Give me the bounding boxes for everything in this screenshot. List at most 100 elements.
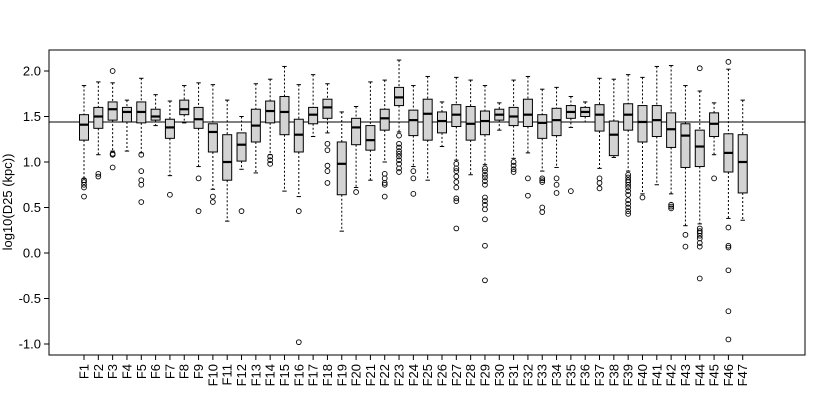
outlier-point (267, 157, 274, 164)
outlier-point (482, 178, 488, 184)
box-F8 (179, 85, 190, 124)
box-F24 (408, 85, 419, 197)
x-tick-label: F36 (578, 364, 593, 386)
box-F32 (522, 75, 533, 199)
outlier-point (453, 195, 460, 202)
outlier-point (81, 179, 87, 185)
outlier-point (210, 193, 216, 200)
x-tick-label: F30 (492, 364, 507, 386)
box-F7 (164, 100, 175, 198)
x-tick-label: F41 (649, 364, 664, 386)
outlier-point (725, 308, 732, 315)
outlier-point (510, 162, 517, 169)
outlier-point (109, 68, 116, 74)
box-F38 (608, 78, 619, 158)
outlier-point (639, 194, 646, 201)
x-tick-label: F22 (377, 364, 392, 386)
box-F12 (236, 116, 247, 214)
outlier-point (109, 164, 116, 171)
outlier-point (553, 175, 560, 182)
outlier-point (625, 188, 632, 194)
box-F11 (222, 99, 233, 222)
outlier-point (109, 151, 116, 158)
box-F5 (136, 77, 147, 205)
outlier-point (625, 197, 632, 204)
iqr-box (680, 123, 691, 168)
outlier-point (410, 191, 417, 197)
outlier-point (267, 160, 274, 167)
iqr-box (322, 98, 333, 119)
y-tick-label: 2.0 (23, 64, 41, 79)
outlier-point (625, 181, 632, 188)
outlier-point (453, 225, 460, 232)
box-F1 (79, 85, 89, 200)
outlier-point (525, 175, 531, 182)
y-tick-label: -0.5 (19, 291, 41, 306)
x-tick-label: F44 (692, 364, 707, 386)
outlier-point (711, 175, 717, 182)
x-tick-label: F31 (506, 364, 521, 386)
outlier-point (625, 211, 632, 217)
iqr-box (79, 114, 89, 141)
outlier-point (81, 177, 87, 184)
outlier-point (668, 201, 674, 208)
x-tick-label: F1 (77, 364, 92, 379)
outlier-point (482, 174, 488, 181)
outlier-point (696, 230, 703, 236)
x-tick-label: F5 (134, 364, 149, 379)
x-tick-label: F2 (91, 364, 106, 379)
outlier-point (482, 242, 488, 249)
x-tick-label: F33 (535, 364, 550, 386)
y-axis-label: log10(D25 (kpc)) (0, 154, 15, 251)
box-F31 (508, 79, 519, 175)
box-F46 (723, 59, 734, 343)
box-F41 (651, 65, 662, 186)
x-tick-label: F46 (721, 364, 736, 386)
iqr-box (737, 134, 748, 194)
x-tick-label: F13 (248, 364, 263, 386)
box-F25 (422, 75, 433, 181)
outlier-point (553, 190, 560, 196)
iqr-box (623, 103, 634, 131)
iqr-box (279, 95, 290, 136)
x-tick-label: F29 (477, 364, 492, 386)
iqr-box (150, 108, 161, 121)
outlier-point (324, 180, 331, 186)
outlier-point (625, 191, 632, 198)
outlier-point (596, 185, 603, 192)
iqr-box (179, 99, 190, 116)
outlier-point (195, 208, 202, 214)
outlier-point (396, 140, 402, 147)
x-tick-label: F42 (664, 364, 679, 386)
x-tick-label: F3 (105, 364, 120, 379)
outlier-point (138, 168, 145, 174)
outlier-point (396, 169, 402, 175)
x-tick-label: F27 (449, 364, 464, 386)
iqr-box (422, 98, 433, 141)
box-F26 (437, 101, 447, 148)
box-F36 (580, 101, 591, 123)
iqr-box (551, 107, 562, 137)
box-F3 (107, 68, 118, 171)
x-tick-label: F20 (349, 364, 364, 386)
x-axis: F1 F2 F3 F4 F5 F6 F7 F8 F9 F10 F11 F12 F13 F14 F15 F16 F… (77, 355, 750, 386)
outlier-point (725, 336, 732, 343)
outlier-point (453, 165, 460, 172)
outlier-point (453, 173, 460, 180)
y-tick-label: -1.0 (19, 337, 41, 352)
x-tick-label: F9 (191, 364, 206, 379)
x-tick-label: F45 (707, 364, 722, 386)
x-tick-label: F34 (549, 364, 564, 386)
outlier-point (453, 198, 460, 204)
outlier-point (381, 180, 388, 186)
box-F15 (279, 65, 290, 192)
outlier-point (453, 168, 460, 174)
x-tick-label: F23 (392, 364, 407, 386)
outlier-point (725, 244, 732, 251)
iqr-box (594, 104, 605, 132)
box-F34 (551, 86, 562, 196)
outlier-point (381, 193, 388, 200)
box-F10 (207, 84, 218, 205)
